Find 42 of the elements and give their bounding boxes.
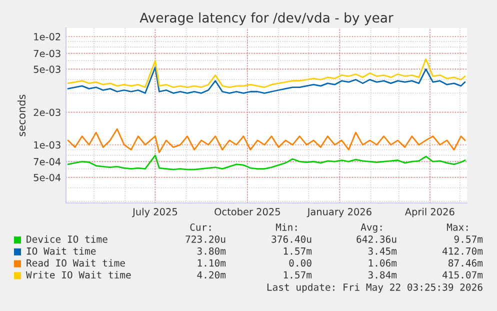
- y-tick-label: 7e-04: [34, 158, 61, 166]
- text: 3.84m: [368, 271, 397, 279]
- text: 412.70m: [442, 247, 483, 255]
- text: 723.20u: [186, 235, 226, 243]
- x-tick-label: January 2026: [306, 208, 372, 218]
- x-tick-label: October 2025: [214, 208, 280, 216]
- legend-label: Device IO time: [26, 235, 108, 243]
- text: Cur:: [190, 223, 211, 231]
- y-tick-label: 5e-04: [34, 174, 61, 182]
- text: 642.36u: [356, 235, 396, 243]
- line-series: [67, 66, 466, 94]
- text: Avg:: [360, 224, 382, 233]
- legend-label: Read IO Wait time: [26, 259, 125, 267]
- text: Min:: [276, 223, 297, 231]
- text: 9.57m: [454, 235, 483, 243]
- text: 0.00: [289, 259, 312, 267]
- y-tick-label: 2e-03: [34, 108, 60, 116]
- text: Last update: Fri May 22 03:25:39 2026: [267, 283, 482, 293]
- line-series: [67, 58, 466, 88]
- legend-label: IO Wait time: [26, 247, 96, 255]
- text: 1.10m: [198, 259, 226, 267]
- text: 3.45m: [368, 247, 397, 255]
- text: 4.20m: [197, 271, 226, 279]
- text: 1.57m: [284, 248, 312, 255]
- text: 415.07m: [442, 271, 483, 279]
- chart-title: Average latency for /dev/vda - by year: [140, 12, 394, 26]
- line-series: [67, 128, 466, 154]
- legend-label: Write IO Wait time: [26, 271, 131, 279]
- text: 87.46m: [448, 259, 483, 267]
- y-tick-label: 7e-03: [34, 50, 60, 58]
- text: 1.06m: [368, 259, 397, 267]
- x-tick-label: April 2026: [404, 208, 454, 218]
- text: 1.57m: [284, 271, 312, 279]
- text: 376.40u: [272, 235, 312, 243]
- y-tick-label: 1e-02: [34, 33, 60, 40]
- line-series: [67, 154, 466, 170]
- text: 3.80m: [197, 247, 226, 255]
- x-tick-label: July 2025: [132, 208, 178, 218]
- y-axis-title: seconds: [17, 94, 26, 136]
- y-tick-label: 5e-03: [34, 66, 60, 73]
- text: Max:: [446, 224, 468, 231]
- y-tick-label: 1e-03: [34, 141, 60, 149]
